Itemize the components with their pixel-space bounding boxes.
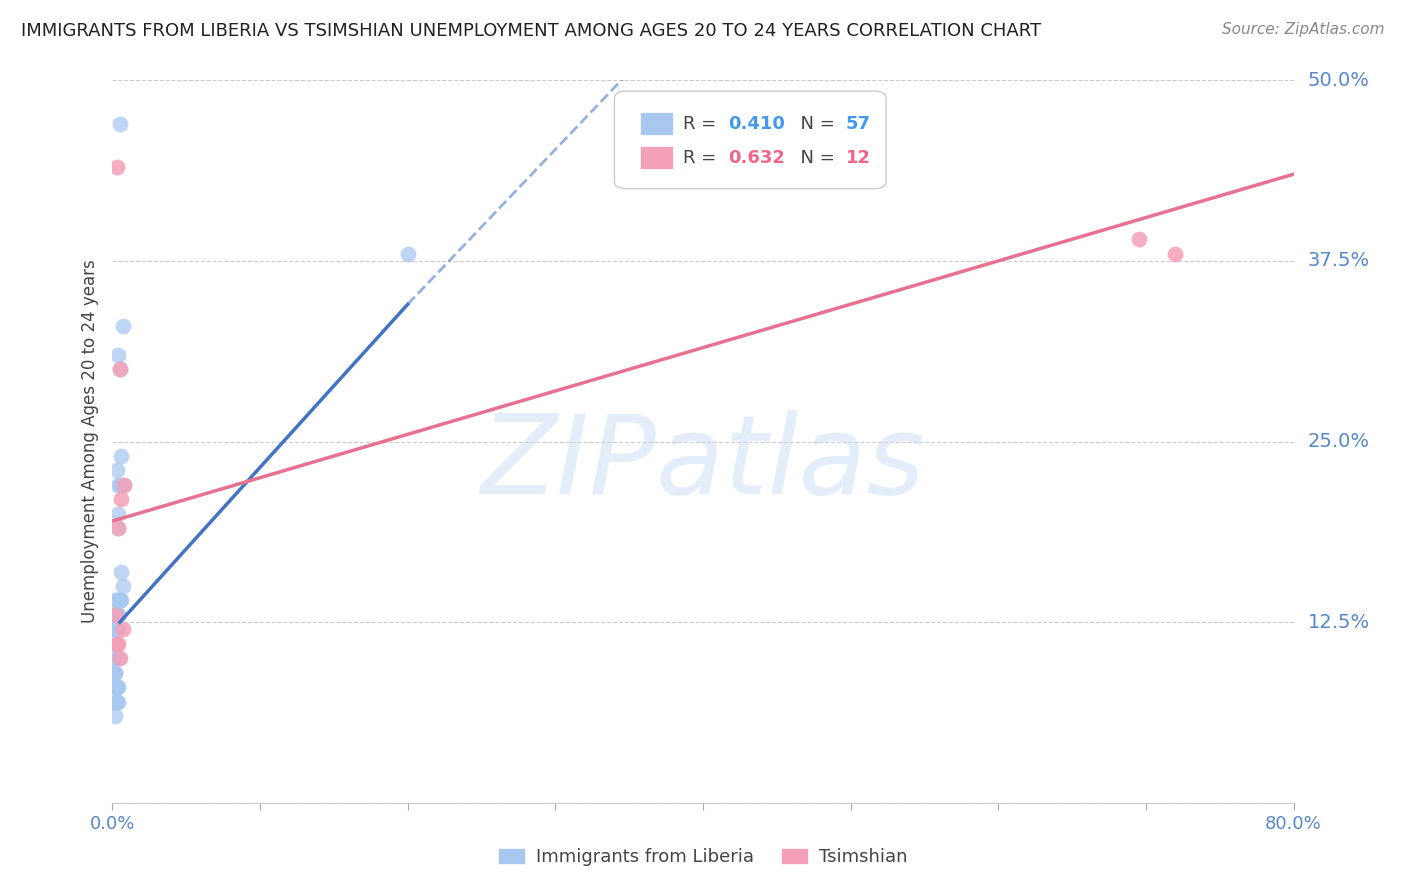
Point [105,607,128,622]
Point [105,623,128,637]
Point [105,607,128,622]
Text: 37.5%: 37.5% [1308,252,1369,270]
Point [105,680,128,694]
Text: R =: R = [683,149,721,167]
Point [108,593,131,607]
Point [104,709,127,723]
Point [107,651,129,665]
Legend: Immigrants from Liberia, Tsimshian: Immigrants from Liberia, Tsimshian [491,840,915,873]
Point [104,680,127,694]
Text: ZIPatlas: ZIPatlas [481,409,925,516]
Point [103,637,125,651]
Bar [640,146,673,169]
Text: 12.5%: 12.5% [1308,613,1369,632]
Point [104,623,127,637]
Point [104,695,127,709]
FancyBboxPatch shape [614,91,886,189]
Point [104,593,127,607]
Point [111,318,134,333]
Point [104,623,127,637]
Point [104,623,127,637]
Point [107,607,129,622]
Text: 25.0%: 25.0% [1308,432,1369,451]
Point [107,521,129,535]
Point [107,348,129,362]
Point [103,607,125,622]
Point [108,117,131,131]
Point [105,623,128,637]
Text: N =: N = [789,149,841,167]
Point [104,607,127,622]
Point [110,593,132,607]
Text: 12: 12 [846,149,870,167]
Point [107,607,129,622]
Point [104,607,127,622]
Text: 57: 57 [846,115,870,133]
Point [103,665,125,680]
Point [1164,246,1187,260]
Point [107,478,129,492]
Point [111,579,134,593]
Point [105,695,128,709]
Point [110,449,132,463]
Point [103,651,125,665]
Point [107,507,129,521]
Point [105,607,128,622]
Point [108,362,131,376]
Point [105,680,128,694]
Text: Source: ZipAtlas.com: Source: ZipAtlas.com [1222,22,1385,37]
Point [108,651,131,665]
Bar [640,112,673,136]
Point [105,680,128,694]
Point [103,607,125,622]
Point [103,623,125,637]
Text: IMMIGRANTS FROM LIBERIA VS TSIMSHIAN UNEMPLOYMENT AMONG AGES 20 TO 24 YEARS CORR: IMMIGRANTS FROM LIBERIA VS TSIMSHIAN UNE… [21,22,1042,40]
Point [107,680,129,694]
Point [107,607,129,622]
Point [1128,232,1150,246]
Text: N =: N = [789,115,841,133]
Point [103,695,125,709]
Point [112,478,135,492]
Point [110,565,132,579]
Point [107,637,129,651]
Point [103,651,125,665]
Point [104,623,127,637]
Point [107,521,129,535]
Point [112,478,135,492]
Text: R =: R = [683,115,721,133]
Point [107,593,129,607]
Text: 0.410: 0.410 [728,115,785,133]
Point [105,593,128,607]
Point [108,593,131,607]
Point [105,160,128,174]
Point [107,695,129,709]
Point [105,607,128,622]
Y-axis label: Unemployment Among Ages 20 to 24 years: Unemployment Among Ages 20 to 24 years [80,260,98,624]
Point [105,463,128,477]
Text: 50.0%: 50.0% [1308,70,1369,90]
Point [104,665,127,680]
Point [111,623,134,637]
Text: 0.632: 0.632 [728,149,785,167]
Point [104,607,127,622]
Point [108,362,131,376]
Point [104,665,127,680]
Point [108,478,131,492]
Point [105,637,128,651]
Point [110,492,132,507]
Point [104,607,127,622]
Point [396,246,419,260]
Point [105,607,128,622]
